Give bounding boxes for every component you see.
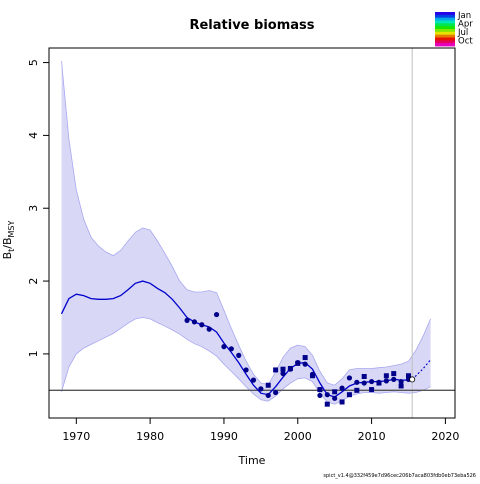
legend-color-swatch (435, 29, 455, 33)
observation-index1-point (213, 311, 220, 318)
observation-index1-point (398, 378, 404, 385)
observation-index1-point (383, 378, 389, 384)
observation-index1-point (339, 385, 345, 391)
observation-index2-point (302, 355, 308, 361)
observation-index2-point (354, 387, 360, 393)
observation-index1-point (265, 392, 271, 399)
legend-color-swatch (435, 34, 455, 38)
observation-index2-point (405, 373, 411, 379)
observation-index1-point (368, 378, 375, 385)
y-label-sub2: MSY (7, 220, 16, 237)
footnote: spict_v1.4@332f459e7d96cec206b7aca803fdb… (323, 473, 476, 479)
legend-color-swatch (435, 20, 455, 24)
observation-index2-point (339, 399, 345, 405)
x-tick-label: 1990 (210, 430, 238, 443)
y-tick-label: 4 (27, 132, 40, 139)
observation-index1-point (228, 346, 234, 352)
observation-index1-point (206, 326, 212, 332)
observation-index1-point (221, 344, 227, 350)
ci-lower-line (61, 317, 431, 405)
y-axis-label: Bt/BMSY (1, 220, 16, 259)
observation-index1-point (184, 317, 190, 324)
observation-index1-point (250, 377, 257, 383)
observation-index1-point (191, 319, 198, 325)
y-tick-label: 3 (27, 205, 40, 212)
observation-index2-point (310, 373, 316, 379)
observation-index2-point (265, 382, 271, 388)
biomass-forecast-line (411, 359, 432, 380)
observation-index1-point (324, 392, 330, 398)
observation-index2-point (376, 380, 382, 386)
legend-color-swatch (435, 43, 455, 47)
observation-index2-point (398, 383, 404, 389)
x-tick-label: 2000 (284, 430, 312, 443)
y-label-sep: /B (1, 237, 14, 248)
observation-index2-point (317, 387, 323, 393)
observation-index2-point (273, 367, 279, 373)
forecast-start-point (409, 376, 416, 383)
observation-index2-point (332, 389, 338, 395)
observation-index2-point (361, 373, 367, 379)
legend-label: Jul (457, 28, 468, 38)
y-tick-label: 2 (27, 278, 40, 285)
legend-color-swatch (435, 17, 455, 21)
x-tick-label: 1980 (136, 430, 164, 443)
observation-index1-point (317, 392, 323, 399)
legend-label: Oct (458, 37, 473, 47)
observation-index1-point (280, 370, 286, 377)
observation-index1-point (346, 375, 353, 381)
observation-index2-point (346, 392, 352, 398)
observation-index2-point (280, 366, 286, 372)
ci-upper-line (61, 61, 431, 386)
legend-label: Apr (458, 20, 473, 30)
plot-area: 1970 1980 1990 2000 2010 2020 1 2 3 4 5 (27, 47, 459, 443)
legend-color-swatch (435, 23, 455, 27)
y-tick-label: 1 (27, 350, 40, 357)
x-tick-label: 2020 (431, 430, 459, 443)
observation-index1-point (391, 376, 397, 382)
observation-index1-point (354, 379, 360, 385)
observation-index1-point (243, 367, 249, 373)
observation-index2-point (324, 401, 330, 407)
legend-label: Jan (457, 11, 471, 21)
observation-index1-point (258, 386, 264, 392)
observation-index2-point (369, 387, 375, 393)
observation-index1-point (302, 361, 308, 367)
observation-index1-point (332, 395, 338, 401)
observation-index2-point (391, 371, 397, 377)
observation-index1-point (199, 322, 205, 328)
legend-color-swatch (435, 31, 455, 36)
y-label-base: B (1, 252, 14, 260)
plot-frame (48, 47, 456, 419)
y-label-sub1: t (7, 249, 16, 252)
chart-title: Relative biomass (189, 18, 314, 33)
observation-index2-point (295, 360, 301, 366)
legend-color-swatch (435, 37, 455, 41)
legend-color-swatch (435, 12, 455, 16)
legend-color-swatch (435, 14, 455, 19)
observation-index2-point (287, 365, 293, 371)
observation-index1-point (361, 380, 367, 386)
observation-index1-point (236, 352, 242, 358)
legend-color-swatch (435, 40, 455, 44)
x-tick-label: 1970 (62, 430, 90, 443)
legend-color-swatch (435, 26, 455, 30)
confidence-band (61, 61, 431, 405)
x-tick-label: 2010 (358, 430, 386, 443)
observation-index2-point (383, 373, 389, 379)
observation-index1-point (273, 389, 279, 396)
x-axis-label: Time (238, 454, 266, 467)
y-tick-label: 5 (27, 59, 40, 66)
